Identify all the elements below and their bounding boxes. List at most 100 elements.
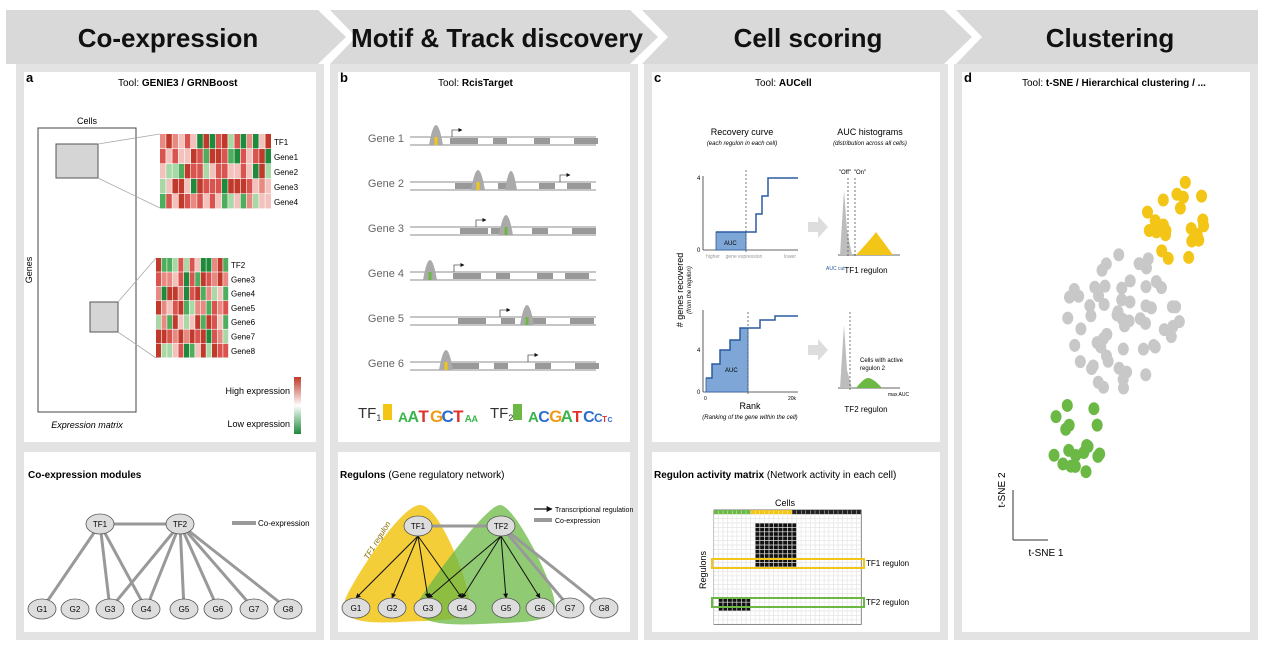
activity-cell [736, 611, 742, 616]
activity-cell [732, 575, 737, 581]
activity-cell [856, 589, 861, 594]
activity-cell [732, 540, 737, 545]
heatmap-cell [172, 194, 178, 209]
cell-point [1060, 422, 1072, 436]
activity-cell [801, 575, 806, 581]
activity-cell [778, 562, 783, 567]
heatmap2-row-label: Gene7 [231, 333, 256, 342]
exon [539, 183, 555, 189]
activity-cell [838, 536, 843, 541]
heatmap-cell [200, 300, 206, 315]
activity-cell [773, 549, 779, 554]
motif-letter: A [471, 414, 478, 424]
heatmap-cell [166, 149, 172, 164]
gene-track-label: Gene 6 [368, 358, 404, 370]
activity-cell [741, 562, 746, 567]
activity-cell [828, 584, 834, 589]
tss-arrow [475, 218, 487, 227]
activity-cell [755, 615, 760, 620]
activity-cell [759, 580, 765, 585]
activity-cell [718, 514, 723, 519]
activity-cell [810, 536, 815, 541]
heatmap-cell [178, 286, 184, 301]
activity-cell [727, 562, 733, 567]
heatmap-cell [172, 164, 178, 179]
activity-cell [782, 531, 788, 537]
activity-cell [833, 527, 838, 532]
activity-cell [759, 619, 765, 625]
activity-cell [833, 602, 838, 607]
cell-point [1100, 349, 1112, 363]
activity-cell [787, 527, 792, 532]
heatmap-cell [161, 258, 167, 272]
activity-cell [741, 553, 746, 559]
activity-cell [750, 615, 756, 620]
activity-cell [805, 514, 811, 519]
activity-cell [819, 514, 825, 519]
activity-cell [801, 514, 806, 519]
heatmap-cell [265, 134, 271, 149]
heatmap-cell [161, 272, 167, 286]
node-label: G7 [249, 605, 260, 614]
activity-cell [773, 571, 779, 576]
heatmap-cell [172, 300, 178, 315]
activity-cell [732, 531, 737, 537]
activity-cell [833, 615, 838, 620]
tick-4-top: 4 [697, 176, 701, 182]
auc-area-tf2 [705, 327, 749, 393]
activity-cell [713, 584, 719, 589]
activity-cell [736, 619, 742, 625]
heatmap-cell [197, 179, 203, 194]
activity-cell [764, 527, 769, 532]
cell-point [1140, 261, 1152, 275]
heatmap-cell [228, 134, 234, 149]
heatmap-cell [156, 258, 161, 272]
activity-cell [713, 562, 719, 567]
activity-cell [787, 602, 792, 607]
rank-tick-20k: 20k [788, 396, 797, 402]
activity-cell [778, 589, 783, 594]
activity-cell [773, 615, 779, 620]
activity-cell [736, 571, 742, 576]
activity-cell [750, 540, 756, 545]
tss-arrow [499, 308, 511, 317]
activity-cell [746, 553, 751, 559]
activity-cell [741, 571, 746, 576]
activity-cell [727, 536, 733, 541]
activity-cell [838, 575, 843, 581]
tsne1-label: t-SNE 1 [1028, 548, 1063, 559]
heatmap-cell [217, 343, 223, 358]
activity-cell [851, 536, 857, 541]
activity-cell [764, 589, 769, 594]
activity-cell [856, 611, 861, 616]
activity-cell [750, 602, 756, 607]
activity-cell [764, 523, 769, 528]
activity-cell [805, 571, 811, 576]
activity-cell [773, 514, 779, 519]
activity-cell [819, 611, 825, 616]
activity-cell [727, 553, 733, 559]
activity-cell [828, 531, 834, 537]
motif-peak [429, 125, 443, 145]
activity-cell [838, 514, 843, 519]
activity-cell [736, 575, 742, 581]
activity-cell [769, 584, 774, 589]
activity-cell [856, 545, 861, 550]
activity-cell [792, 615, 797, 620]
activity-cell [750, 580, 756, 585]
heatmap-cell [167, 258, 173, 272]
heatmap-cell [195, 300, 201, 315]
activity-cell [819, 584, 825, 589]
network-node [413, 597, 443, 619]
activity-cell [828, 514, 834, 519]
heatmap-cell [172, 329, 178, 344]
heatmap-cell [203, 164, 209, 179]
activity-cell [778, 602, 783, 607]
activity-cell [723, 545, 728, 550]
activity-cell [792, 602, 797, 607]
activity-cell [746, 540, 751, 545]
motif-letter: C [442, 407, 454, 426]
cell-point [1149, 340, 1161, 354]
activity-cells-label: Cells [775, 498, 796, 508]
activity-cell [833, 540, 838, 545]
